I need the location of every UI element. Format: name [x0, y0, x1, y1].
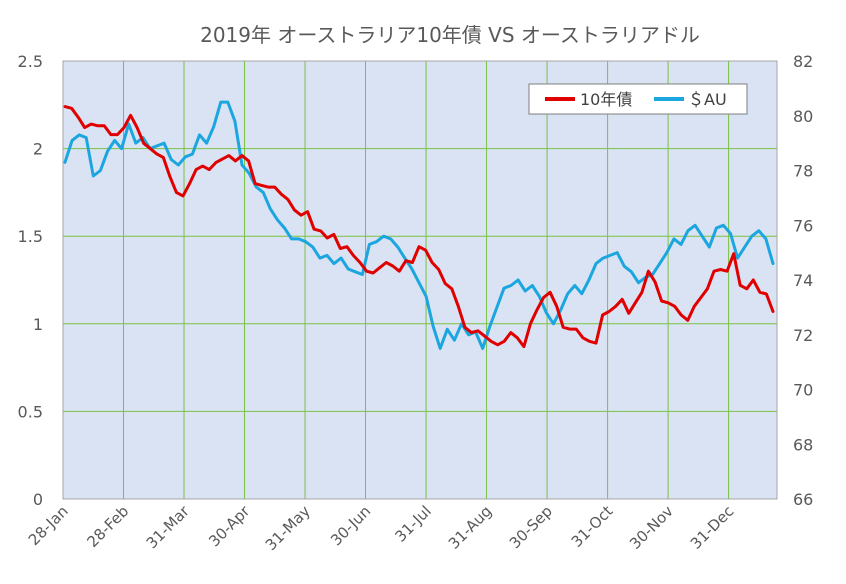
legend-label-10y-bond: 10年債: [580, 90, 632, 109]
plot-area: [63, 61, 777, 499]
right-tick-label: 76: [793, 216, 813, 235]
left-tick-label: 2.5: [18, 52, 43, 71]
left-tick-label: 0.5: [18, 402, 43, 421]
left-tick-label: 2: [33, 140, 43, 159]
legend: 10年債 ＄AU: [528, 83, 748, 115]
legend-label-aud: ＄AU: [688, 90, 727, 109]
left-axis: 0 0.5 1 1.5 2 2.5: [18, 52, 43, 509]
right-axis: 66 68 70 72 74 76 78 80 82: [793, 52, 813, 509]
series-layer: [63, 100, 775, 350]
series-line-10y-bond: [63, 105, 775, 349]
series-line-aud: [63, 100, 775, 350]
right-tick-label: 78: [793, 162, 813, 181]
left-tick-label: 0: [33, 490, 43, 509]
left-tick-label: 1.5: [18, 227, 43, 246]
right-tick-label: 66: [793, 490, 813, 509]
right-tick-label: 68: [793, 435, 813, 454]
chart-title: 2019年 オーストラリア10年債 VS オーストラリアドル: [200, 23, 700, 47]
left-tick-label: 1: [33, 315, 43, 334]
right-tick-label: 74: [793, 271, 813, 290]
right-tick-label: 72: [793, 326, 813, 345]
right-tick-label: 80: [793, 107, 813, 126]
grid: [62, 60, 778, 500]
right-tick-label: 70: [793, 381, 813, 400]
right-tick-label: 82: [793, 52, 813, 71]
plot-border: [62, 60, 778, 500]
